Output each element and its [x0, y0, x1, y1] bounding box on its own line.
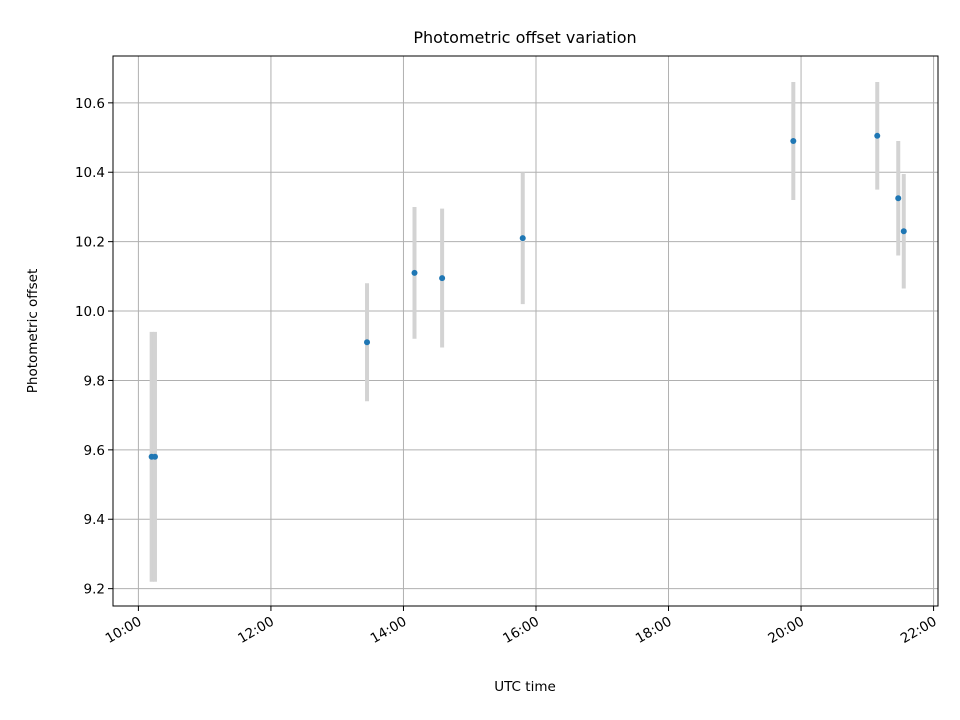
y-tick-label: 9.8: [84, 373, 105, 389]
y-tick-label: 10.4: [75, 165, 105, 181]
x-tick-label: 18:00: [633, 614, 675, 647]
y-tick-label: 9.2: [84, 582, 105, 598]
data-point: [439, 275, 446, 282]
x-tick-label: 22:00: [898, 614, 940, 647]
grid-layer: [113, 56, 938, 606]
x-tick-label: 20:00: [765, 614, 807, 647]
x-axis-label: UTC time: [494, 679, 556, 695]
data-point: [364, 339, 371, 346]
data-point: [790, 138, 797, 145]
tick-layer: 10:00 12:00 14:00 16:00 18:00 20:00 22:00 9.2 9.…: [75, 96, 940, 647]
y-tick-label: 9.6: [84, 443, 105, 459]
data-point: [151, 453, 158, 460]
y-axis-label: Photometric offset: [25, 269, 41, 393]
y-tick-label: 10.6: [75, 96, 105, 112]
y-tick-label: 10.2: [75, 235, 105, 251]
y-tick-label: 10.0: [75, 304, 105, 320]
chart-title: Photometric offset variation: [413, 28, 636, 47]
plot-frame: [112, 55, 939, 607]
data-point: [874, 132, 881, 139]
point-layer: [148, 132, 907, 460]
x-tick-label: 12:00: [235, 614, 277, 647]
x-tick-label: 16:00: [500, 614, 542, 647]
y-tick-label: 9.4: [84, 512, 105, 528]
data-point: [895, 195, 902, 202]
data-point: [519, 235, 526, 242]
data-point: [900, 228, 907, 235]
data-point: [411, 269, 418, 276]
errorbar-layer: [149, 82, 906, 582]
x-tick-label: 14:00: [368, 614, 410, 647]
x-tick-label: 10:00: [103, 614, 145, 647]
